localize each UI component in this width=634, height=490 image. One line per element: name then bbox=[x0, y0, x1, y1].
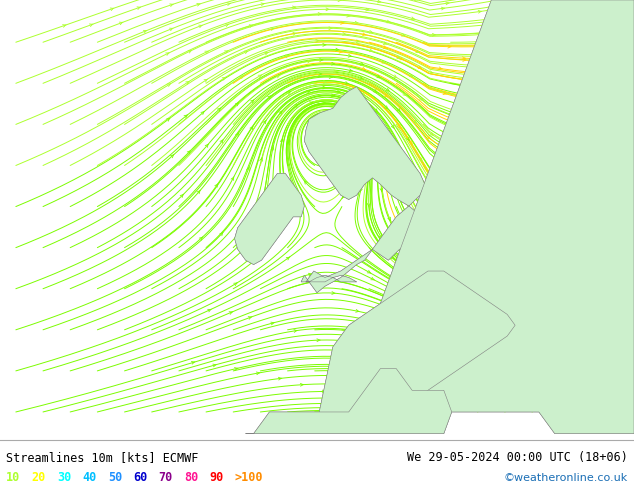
Polygon shape bbox=[245, 368, 451, 434]
Polygon shape bbox=[333, 0, 634, 434]
Polygon shape bbox=[301, 87, 425, 293]
Text: 30: 30 bbox=[57, 471, 71, 484]
Text: 10: 10 bbox=[6, 471, 20, 484]
Polygon shape bbox=[333, 0, 634, 434]
Polygon shape bbox=[301, 87, 425, 293]
Text: 80: 80 bbox=[184, 471, 198, 484]
Text: We 29-05-2024 00:00 UTC (18+06): We 29-05-2024 00:00 UTC (18+06) bbox=[407, 451, 628, 464]
Polygon shape bbox=[235, 173, 304, 265]
Text: 60: 60 bbox=[133, 471, 147, 484]
Polygon shape bbox=[235, 173, 304, 265]
Text: 90: 90 bbox=[209, 471, 223, 484]
Text: 40: 40 bbox=[82, 471, 96, 484]
Text: Streamlines 10m [kts] ECMWF: Streamlines 10m [kts] ECMWF bbox=[6, 451, 198, 464]
Text: 20: 20 bbox=[32, 471, 46, 484]
Text: 50: 50 bbox=[108, 471, 122, 484]
Text: >100: >100 bbox=[235, 471, 263, 484]
Text: ©weatheronline.co.uk: ©weatheronline.co.uk bbox=[503, 472, 628, 483]
Polygon shape bbox=[317, 271, 515, 423]
Text: 70: 70 bbox=[158, 471, 172, 484]
Polygon shape bbox=[317, 271, 515, 423]
Polygon shape bbox=[245, 368, 451, 434]
